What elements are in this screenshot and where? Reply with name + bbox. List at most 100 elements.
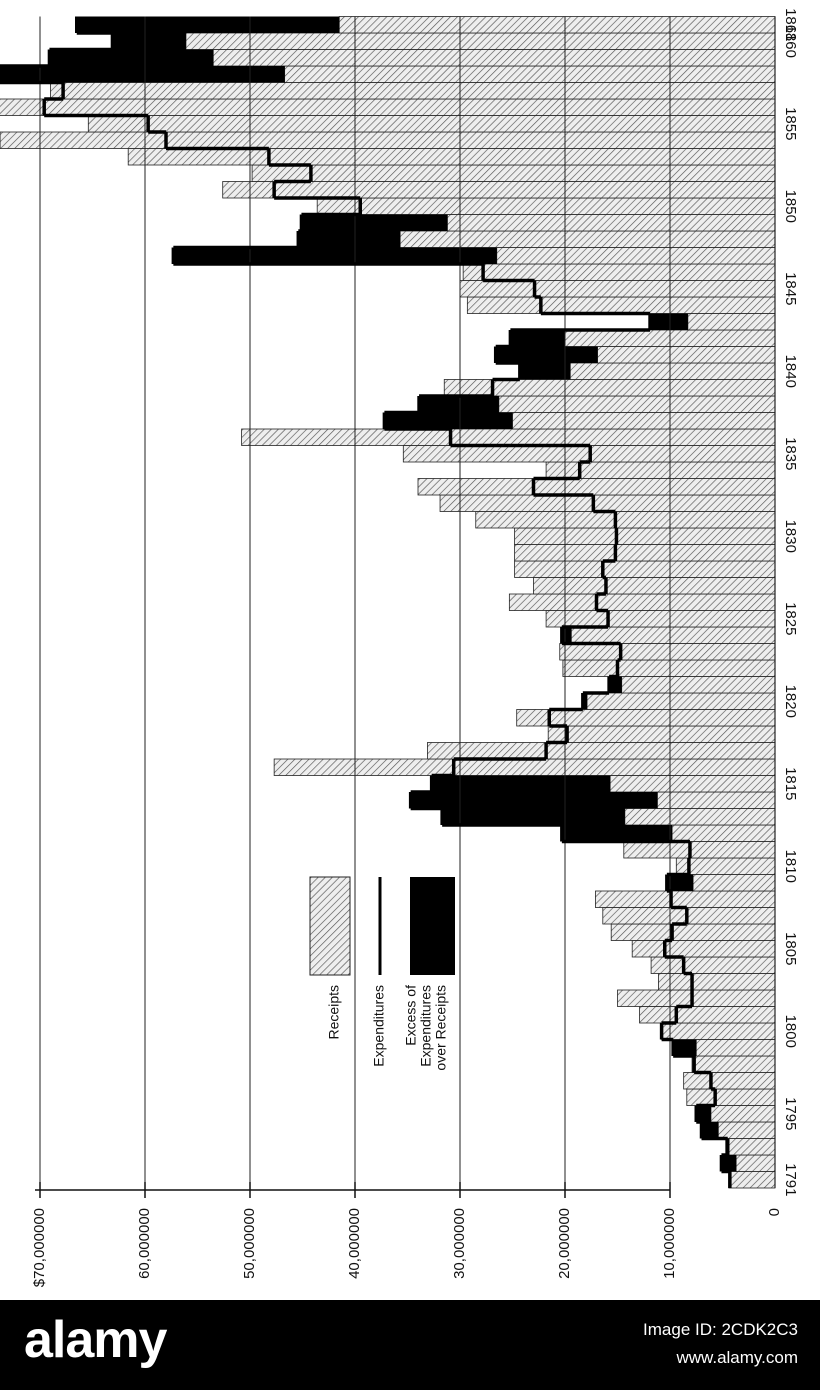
y-tick-label: 0 — [766, 1208, 783, 1216]
receipt-bar — [602, 907, 776, 925]
receipt-bar — [514, 527, 776, 545]
receipt-bar — [569, 362, 776, 380]
receipt-bar — [657, 791, 776, 809]
excess-bar — [442, 808, 625, 825]
receipt-bar — [508, 593, 776, 611]
legend-excess-swatch — [410, 877, 455, 975]
receipt-bar — [728, 1171, 776, 1189]
receipt-bar — [559, 643, 776, 661]
receipt-bar — [695, 1039, 776, 1057]
receipt-bar — [675, 857, 776, 875]
receipt-bar — [658, 973, 776, 991]
receipt-bar — [512, 412, 776, 430]
receipt-bar — [639, 1006, 776, 1024]
receipt-bar — [725, 1138, 776, 1156]
x-tick-label: 1845 — [782, 272, 799, 305]
receipt-bar — [545, 610, 776, 628]
excess-bar — [609, 676, 622, 693]
receipt-bar — [284, 65, 776, 83]
x-tick-label: 1850 — [782, 190, 799, 223]
receipt-bar — [735, 1154, 776, 1172]
watermark-id: Image ID: 2CDK2C3 — [643, 1320, 798, 1339]
receipt-bar — [623, 841, 776, 859]
receipt-bar — [710, 1105, 776, 1123]
receipt-bar — [595, 890, 776, 908]
receipt-bar — [617, 989, 776, 1007]
receipt-bar — [222, 181, 776, 199]
excess-bar — [410, 792, 658, 809]
receipt-bar — [621, 676, 776, 694]
x-tick-label: 1855 — [782, 107, 799, 140]
y-tick-label: 10,000000 — [661, 1208, 678, 1279]
excess-bar — [112, 33, 186, 50]
receipt-bar — [687, 313, 776, 331]
receipt-bar — [0, 131, 776, 149]
receipt-bar — [273, 758, 776, 776]
watermark-bar: alamy Image ID: 2CDK2C3 www.alamy.com — [0, 1300, 820, 1390]
receipt-bar — [439, 494, 776, 512]
chart: 0 10,000000 20,000000 30,000000 40,000000 50,… — [0, 8, 799, 1287]
x-tick-label: 1810 — [782, 850, 799, 883]
x-tick-label: 1825 — [782, 602, 799, 635]
receipt-bar — [671, 824, 776, 842]
x-tick-label: 1820 — [782, 685, 799, 718]
legend-excess-label: Expenditures — [418, 985, 434, 1067]
receipt-bar — [609, 775, 776, 793]
receipt-bar — [0, 98, 776, 116]
receipt-bar — [417, 478, 776, 496]
receipt-bar — [717, 1121, 776, 1139]
y-tick-label: 60,000000 — [136, 1208, 153, 1279]
receipt-bar — [597, 346, 776, 364]
receipt-bar — [399, 230, 776, 248]
excess-bar — [0, 66, 285, 83]
receipt-bar — [316, 197, 776, 215]
x-tick-label: 1800 — [782, 1015, 799, 1048]
excess-bar — [301, 214, 448, 231]
excess-bar — [721, 1155, 737, 1172]
receipt-bar — [533, 577, 776, 595]
y-tick-label: 30,000000 — [451, 1208, 468, 1279]
legend-excess-label: over Receipts — [433, 985, 449, 1071]
x-tick-label: 1791 — [782, 1163, 799, 1196]
legend-excess-label: Excess of — [403, 985, 419, 1046]
receipt-bar — [498, 395, 776, 413]
excess-bar — [582, 693, 588, 710]
receipt-bar — [691, 1055, 776, 1073]
receipt-bar — [241, 428, 776, 446]
excess-bar — [419, 396, 499, 413]
receipt-bar — [185, 32, 776, 50]
receipt-bar — [547, 725, 776, 743]
receipt-bar — [570, 626, 776, 644]
excess-bar — [49, 49, 214, 66]
x-tick-label: 1861 — [782, 8, 799, 41]
watermark-site: www.alamy.com — [676, 1348, 798, 1367]
excess-bar — [173, 247, 497, 264]
excess-bar — [431, 775, 611, 792]
receipt-bar — [462, 263, 776, 281]
receipt-bar — [562, 659, 776, 677]
receipt-bar — [631, 940, 776, 958]
receipt-bar — [475, 511, 776, 529]
x-tick-label: 1840 — [782, 355, 799, 388]
receipt-bar — [586, 692, 776, 710]
receipt-bar — [466, 296, 776, 314]
receipt-bar — [692, 874, 776, 892]
legend-receipts-swatch — [309, 876, 351, 976]
receipt-bar — [516, 709, 776, 727]
receipt-bar — [338, 16, 776, 34]
excess-bar — [561, 627, 572, 644]
receipt-bar — [212, 49, 776, 67]
receipt-bar — [661, 1022, 776, 1040]
receipt-bar — [446, 214, 776, 232]
x-tick-label: 1795 — [782, 1097, 799, 1130]
y-tick-label: 20,000000 — [556, 1208, 573, 1279]
excess-bar — [673, 1039, 697, 1056]
receipt-bar — [127, 148, 776, 166]
excess-bar — [298, 231, 401, 248]
x-tick-label: 1815 — [782, 767, 799, 800]
x-tick-label: 1860 — [782, 25, 799, 58]
excess-bar — [701, 1122, 719, 1139]
receipt-bar — [514, 544, 776, 562]
receipt-bar — [610, 923, 776, 941]
